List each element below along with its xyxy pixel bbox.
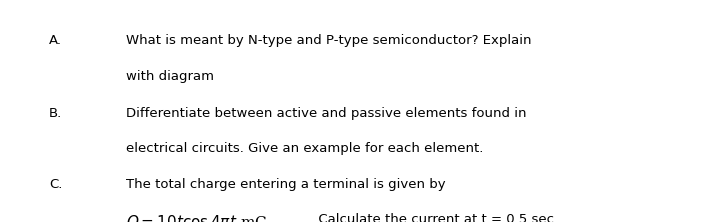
Text: electrical circuits. Give an example for each element.: electrical circuits. Give an example for… bbox=[126, 142, 483, 155]
Text: Differentiate between active and passive elements found in: Differentiate between active and passive… bbox=[126, 107, 526, 120]
Text: A.: A. bbox=[49, 34, 62, 48]
Text: with diagram: with diagram bbox=[126, 70, 214, 83]
Text: $Q=10t\cos 4\pi t\ $mC: $Q=10t\cos 4\pi t\ $mC bbox=[126, 213, 267, 222]
Text: B.: B. bbox=[49, 107, 62, 120]
Text: . Calculate the current at t = 0.5 sec.: . Calculate the current at t = 0.5 sec. bbox=[310, 213, 558, 222]
Text: C.: C. bbox=[49, 178, 63, 191]
Text: The total charge entering a terminal is given by: The total charge entering a terminal is … bbox=[126, 178, 446, 191]
Text: What is meant by N-type and P-type semiconductor? Explain: What is meant by N-type and P-type semic… bbox=[126, 34, 531, 48]
